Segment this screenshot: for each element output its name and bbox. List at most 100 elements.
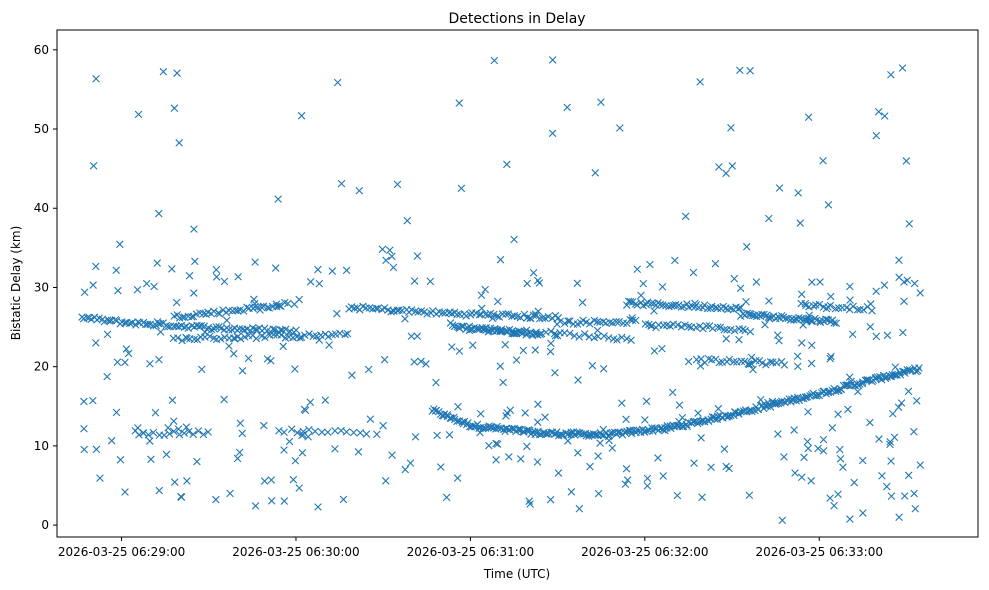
x-axis-ticks: 2026-03-25 06:29:00 2026-03-25 06:30:00 20… xyxy=(58,537,883,559)
detection-point xyxy=(432,378,440,387)
detection-point xyxy=(103,330,112,339)
detection-point xyxy=(912,367,920,376)
detection-point xyxy=(621,480,630,488)
detection-point xyxy=(146,359,154,368)
detection-point xyxy=(703,304,712,313)
detection-point xyxy=(707,463,715,472)
detection-point xyxy=(226,489,234,498)
detection-point xyxy=(727,304,735,313)
detection-point xyxy=(112,408,121,417)
detection-point xyxy=(446,308,454,316)
detection-point xyxy=(621,428,629,437)
detection-point xyxy=(219,306,227,314)
detection-point xyxy=(623,334,631,343)
detection-point xyxy=(122,345,131,353)
detection-point xyxy=(807,359,816,368)
detection-point xyxy=(103,372,111,381)
detection-point xyxy=(912,396,921,405)
detection-point xyxy=(380,304,389,312)
detection-point xyxy=(795,313,803,322)
detection-point xyxy=(388,451,396,459)
detection-point xyxy=(878,472,886,480)
detection-point xyxy=(650,307,658,315)
y-tick-label: 10 xyxy=(34,439,49,453)
detection-point xyxy=(366,415,375,423)
detection-point xyxy=(554,314,563,322)
detection-point xyxy=(80,445,89,454)
y-tick-label: 40 xyxy=(34,201,49,215)
detection-point xyxy=(761,320,769,329)
detection-point xyxy=(256,306,264,314)
detection-point xyxy=(797,339,806,347)
detection-point xyxy=(848,330,857,339)
detection-point xyxy=(696,78,704,86)
detection-point xyxy=(832,319,841,328)
detection-point xyxy=(274,195,282,203)
detection-point xyxy=(476,428,484,437)
detection-point xyxy=(533,458,542,466)
detection-point xyxy=(800,453,808,462)
detection-point xyxy=(401,315,409,323)
detection-point xyxy=(713,415,722,424)
detection-point xyxy=(339,495,348,504)
detection-point xyxy=(580,330,589,338)
detection-point xyxy=(826,354,835,363)
detection-point xyxy=(260,477,269,485)
detection-point xyxy=(822,304,831,313)
detection-point xyxy=(305,330,313,338)
detection-point xyxy=(805,311,813,320)
detection-point xyxy=(830,319,838,327)
detection-point xyxy=(567,488,576,496)
detection-point xyxy=(675,401,684,409)
detection-point xyxy=(775,336,783,345)
detection-point xyxy=(475,310,484,319)
detection-point xyxy=(236,419,245,427)
detection-point xyxy=(745,491,754,500)
detection-point xyxy=(548,56,557,64)
detection-point xyxy=(725,355,734,364)
y-tick-label: 20 xyxy=(34,360,49,374)
detection-point xyxy=(874,107,883,116)
detection-point xyxy=(910,279,919,288)
detection-point xyxy=(836,445,844,454)
detection-point xyxy=(516,313,525,322)
detection-point xyxy=(142,279,151,288)
detection-point xyxy=(206,332,214,341)
detection-point xyxy=(742,297,750,306)
detection-point xyxy=(362,304,370,312)
detection-point xyxy=(599,365,608,373)
detection-point xyxy=(160,431,168,440)
detection-point xyxy=(887,492,896,500)
detection-point xyxy=(904,471,913,480)
detection-point xyxy=(155,355,163,364)
detection-point xyxy=(355,186,364,195)
detection-point xyxy=(597,431,606,439)
detection-point xyxy=(628,316,637,325)
detection-point xyxy=(438,309,447,317)
detection-point xyxy=(760,310,768,319)
detection-point xyxy=(900,297,908,306)
detection-point xyxy=(314,503,322,511)
detection-point xyxy=(694,409,702,417)
detection-point xyxy=(916,289,924,297)
detection-point xyxy=(296,334,304,342)
detection-point xyxy=(551,368,559,377)
detection-point xyxy=(315,336,323,344)
detection-point xyxy=(661,426,669,435)
detection-point xyxy=(316,331,325,339)
detection-point xyxy=(834,410,842,418)
detection-point xyxy=(729,358,738,366)
detection-point xyxy=(523,279,531,288)
detection-point xyxy=(793,352,802,361)
detection-point xyxy=(905,220,914,228)
detection-point xyxy=(390,307,398,315)
detection-point xyxy=(153,259,162,267)
detection-point xyxy=(321,396,330,404)
detection-point xyxy=(314,265,322,274)
detection-point xyxy=(807,341,816,350)
detection-point xyxy=(220,395,228,404)
y-tick-label: 60 xyxy=(34,43,49,57)
plot-frame xyxy=(56,29,979,538)
detection-point xyxy=(560,319,569,328)
y-axis-label: Bistatic Delay (km) xyxy=(9,226,23,341)
